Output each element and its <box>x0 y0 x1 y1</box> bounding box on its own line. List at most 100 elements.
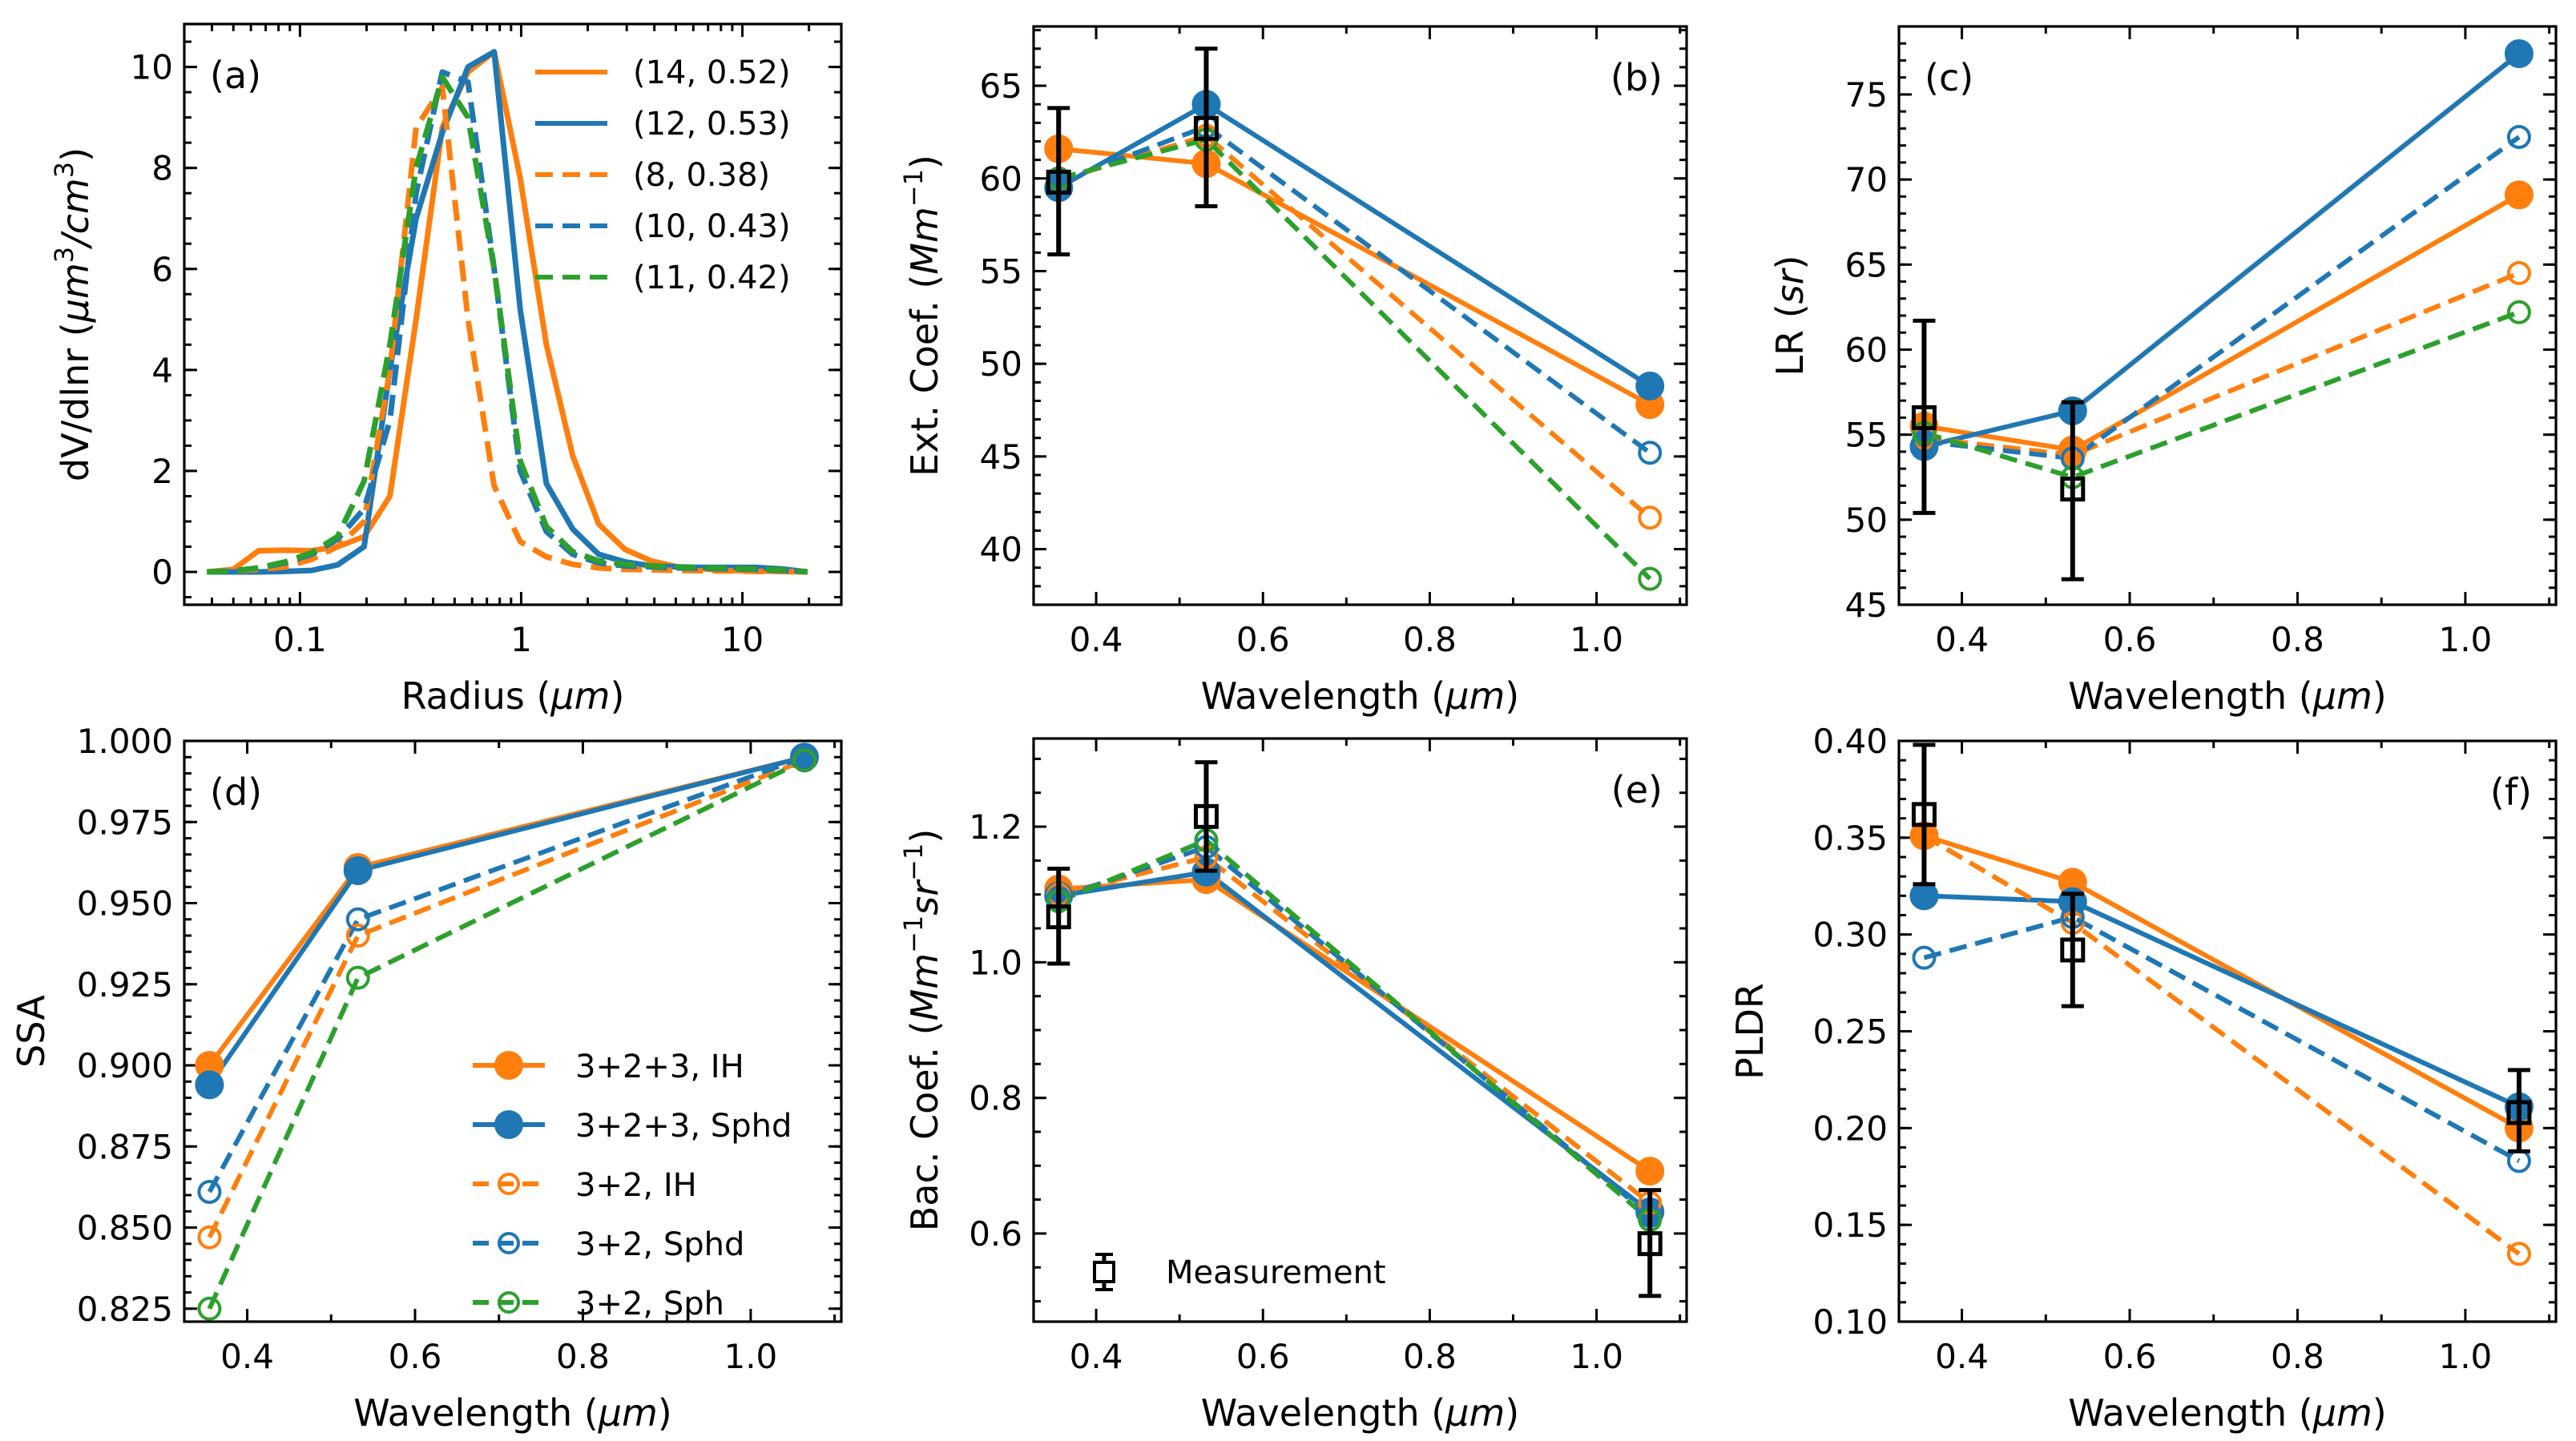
y-tick-label: 0.15 <box>1812 1206 1888 1245</box>
y-tick-label: 60 <box>980 159 1022 199</box>
x-tick-label: 10 <box>721 620 764 659</box>
x-tick-label: 0.6 <box>389 1337 442 1376</box>
x-tick-label: 1.0 <box>2438 620 2492 659</box>
legend-marker <box>498 1232 520 1254</box>
measurement-marker <box>1911 405 1937 430</box>
x-tick-label: 0.1 <box>273 620 327 659</box>
x-tick-label: 0.4 <box>220 1337 274 1376</box>
y-tick-label: 40 <box>980 530 1022 570</box>
data-point <box>345 924 370 948</box>
series-line--10-0-43- <box>207 69 808 575</box>
y-tick-label: 6 <box>151 250 173 289</box>
measurement-marker <box>1046 904 1071 930</box>
y-axis-label: dV/dlnr (μm3/cm3) <box>49 147 97 481</box>
x-axis-label: Wavelength (μm) <box>353 1391 671 1435</box>
legend-marker <box>494 1110 523 1139</box>
axes-frame <box>183 739 843 1323</box>
y-tick-label: 0.30 <box>1812 916 1888 955</box>
data-point <box>345 907 370 932</box>
x-tick-label: 1.0 <box>1570 620 1623 659</box>
y-tick-label: 1.0 <box>969 943 1022 982</box>
y-tick-label: 0.850 <box>77 1209 173 1248</box>
y-tick-label: 0.6 <box>969 1214 1022 1254</box>
series-line-3-2-3-ih <box>1923 833 2521 1130</box>
measurement-marker <box>2506 1100 2532 1125</box>
x-tick-label: 1 <box>510 620 532 659</box>
plot-area <box>1058 837 1652 1222</box>
series-line-3-2-ih <box>1058 855 1652 1206</box>
y-tick-label: 2 <box>151 452 173 491</box>
y-axis-label: Bac. Coef. (Mm−1sr−1) <box>898 829 946 1232</box>
measurement-marker <box>1046 169 1071 195</box>
legend-label: (8, 0.38) <box>633 157 770 194</box>
x-tick-label: 1.0 <box>1570 1337 1623 1376</box>
x-tick-label: 0.4 <box>1070 620 1123 659</box>
data-point <box>2504 38 2534 68</box>
legend-measurement-marker <box>1093 1261 1115 1283</box>
legend-label: (11, 0.42) <box>633 260 791 296</box>
y-tick-label: 0.8 <box>969 1079 1022 1118</box>
y-tick-label: 8 <box>151 149 173 188</box>
panel-c: 0.4 0.6 0.8 1.0 45 50 55 60 65 70 75 (c) Wavelength … <box>1768 25 2558 718</box>
series-line-3-2-ih <box>207 758 806 1239</box>
x-tick-label: 1.0 <box>724 1337 777 1376</box>
data-point <box>2506 300 2531 324</box>
legend-label: (14, 0.52) <box>633 54 791 91</box>
x-axis-label: Wavelength (μm) <box>1201 674 1519 718</box>
y-axis-label: PLDR <box>1728 983 1772 1080</box>
panel-label: (e) <box>1611 768 1663 811</box>
y-tick-label: 75 <box>1845 75 1888 115</box>
data-point <box>792 748 816 773</box>
x-tick-label: 0.6 <box>1236 620 1290 659</box>
series-line-3-2-3-ih <box>1923 192 2521 453</box>
legend-marker <box>498 1173 520 1195</box>
data-point <box>343 856 373 886</box>
series-line-3-2-sphd <box>1058 123 1651 455</box>
series-line-3-2-sphd <box>1058 844 1652 1218</box>
x-tick-label: 1.0 <box>2438 1337 2492 1376</box>
y-tick-label: 50 <box>1845 501 1888 540</box>
y-tick-label: 65 <box>1845 245 1888 284</box>
panel-f: 0.4 0.6 0.8 1.0 0.10 0.15 0.20 0.25 0.30 0.35 0.40… <box>1728 722 2558 1435</box>
x-axis-label: Wavelength (μm) <box>2068 674 2386 718</box>
y-tick-label: 70 <box>1845 160 1888 199</box>
y-tick-label: 0 <box>151 553 173 592</box>
series-line-3-2-3-sphd <box>1923 51 2521 449</box>
y-tick-label: 0.950 <box>77 884 173 924</box>
y-tick-label: 55 <box>980 252 1022 291</box>
data-point <box>195 1070 224 1100</box>
measurement-marker <box>1193 115 1219 141</box>
x-tick-label: 0.6 <box>2103 1337 2157 1376</box>
axes-frame <box>183 22 843 606</box>
y-tick-label: 1.000 <box>77 722 173 761</box>
x-tick-label: 0.8 <box>1403 620 1457 659</box>
series-line-3-2-3-sphd <box>1924 893 2521 1109</box>
series-line-3-2-3-sphd <box>207 755 805 1087</box>
legend-label: (12, 0.53) <box>633 106 791 143</box>
series-line-3-2-3-ih <box>208 755 805 1067</box>
panel-label: (b) <box>1611 56 1663 99</box>
y-axis-label: SSA <box>10 995 53 1068</box>
axes-frame <box>1032 25 1688 606</box>
panel-label: (f) <box>2490 771 2532 814</box>
series-line-3-2-ih <box>1058 133 1652 520</box>
data-point <box>1638 505 1663 530</box>
y-tick-label: 1.2 <box>969 807 1022 847</box>
y-tick-label: 50 <box>980 344 1022 384</box>
legend-label: Measurement <box>1166 1254 1386 1291</box>
series-line-3-2-sph <box>1058 837 1652 1222</box>
measurement-marker <box>2060 477 2086 502</box>
series-line-3-2-sph <box>207 758 806 1310</box>
series-line-3-2-3-ih <box>1058 146 1651 407</box>
y-axis-label: LR (sr) <box>1768 255 1812 376</box>
series-line-3-2-sphd <box>1924 135 2521 461</box>
x-tick-label: 0.4 <box>1070 1337 1123 1376</box>
data-point <box>1635 371 1665 401</box>
measurement-marker <box>2060 937 2086 963</box>
y-tick-label: 10 <box>131 48 173 87</box>
y-tick-label: 0.40 <box>1812 722 1888 761</box>
y-tick-label: 0.20 <box>1812 1109 1888 1148</box>
legend-label: 3+2, IH <box>575 1167 697 1204</box>
data-point <box>197 1179 222 1204</box>
